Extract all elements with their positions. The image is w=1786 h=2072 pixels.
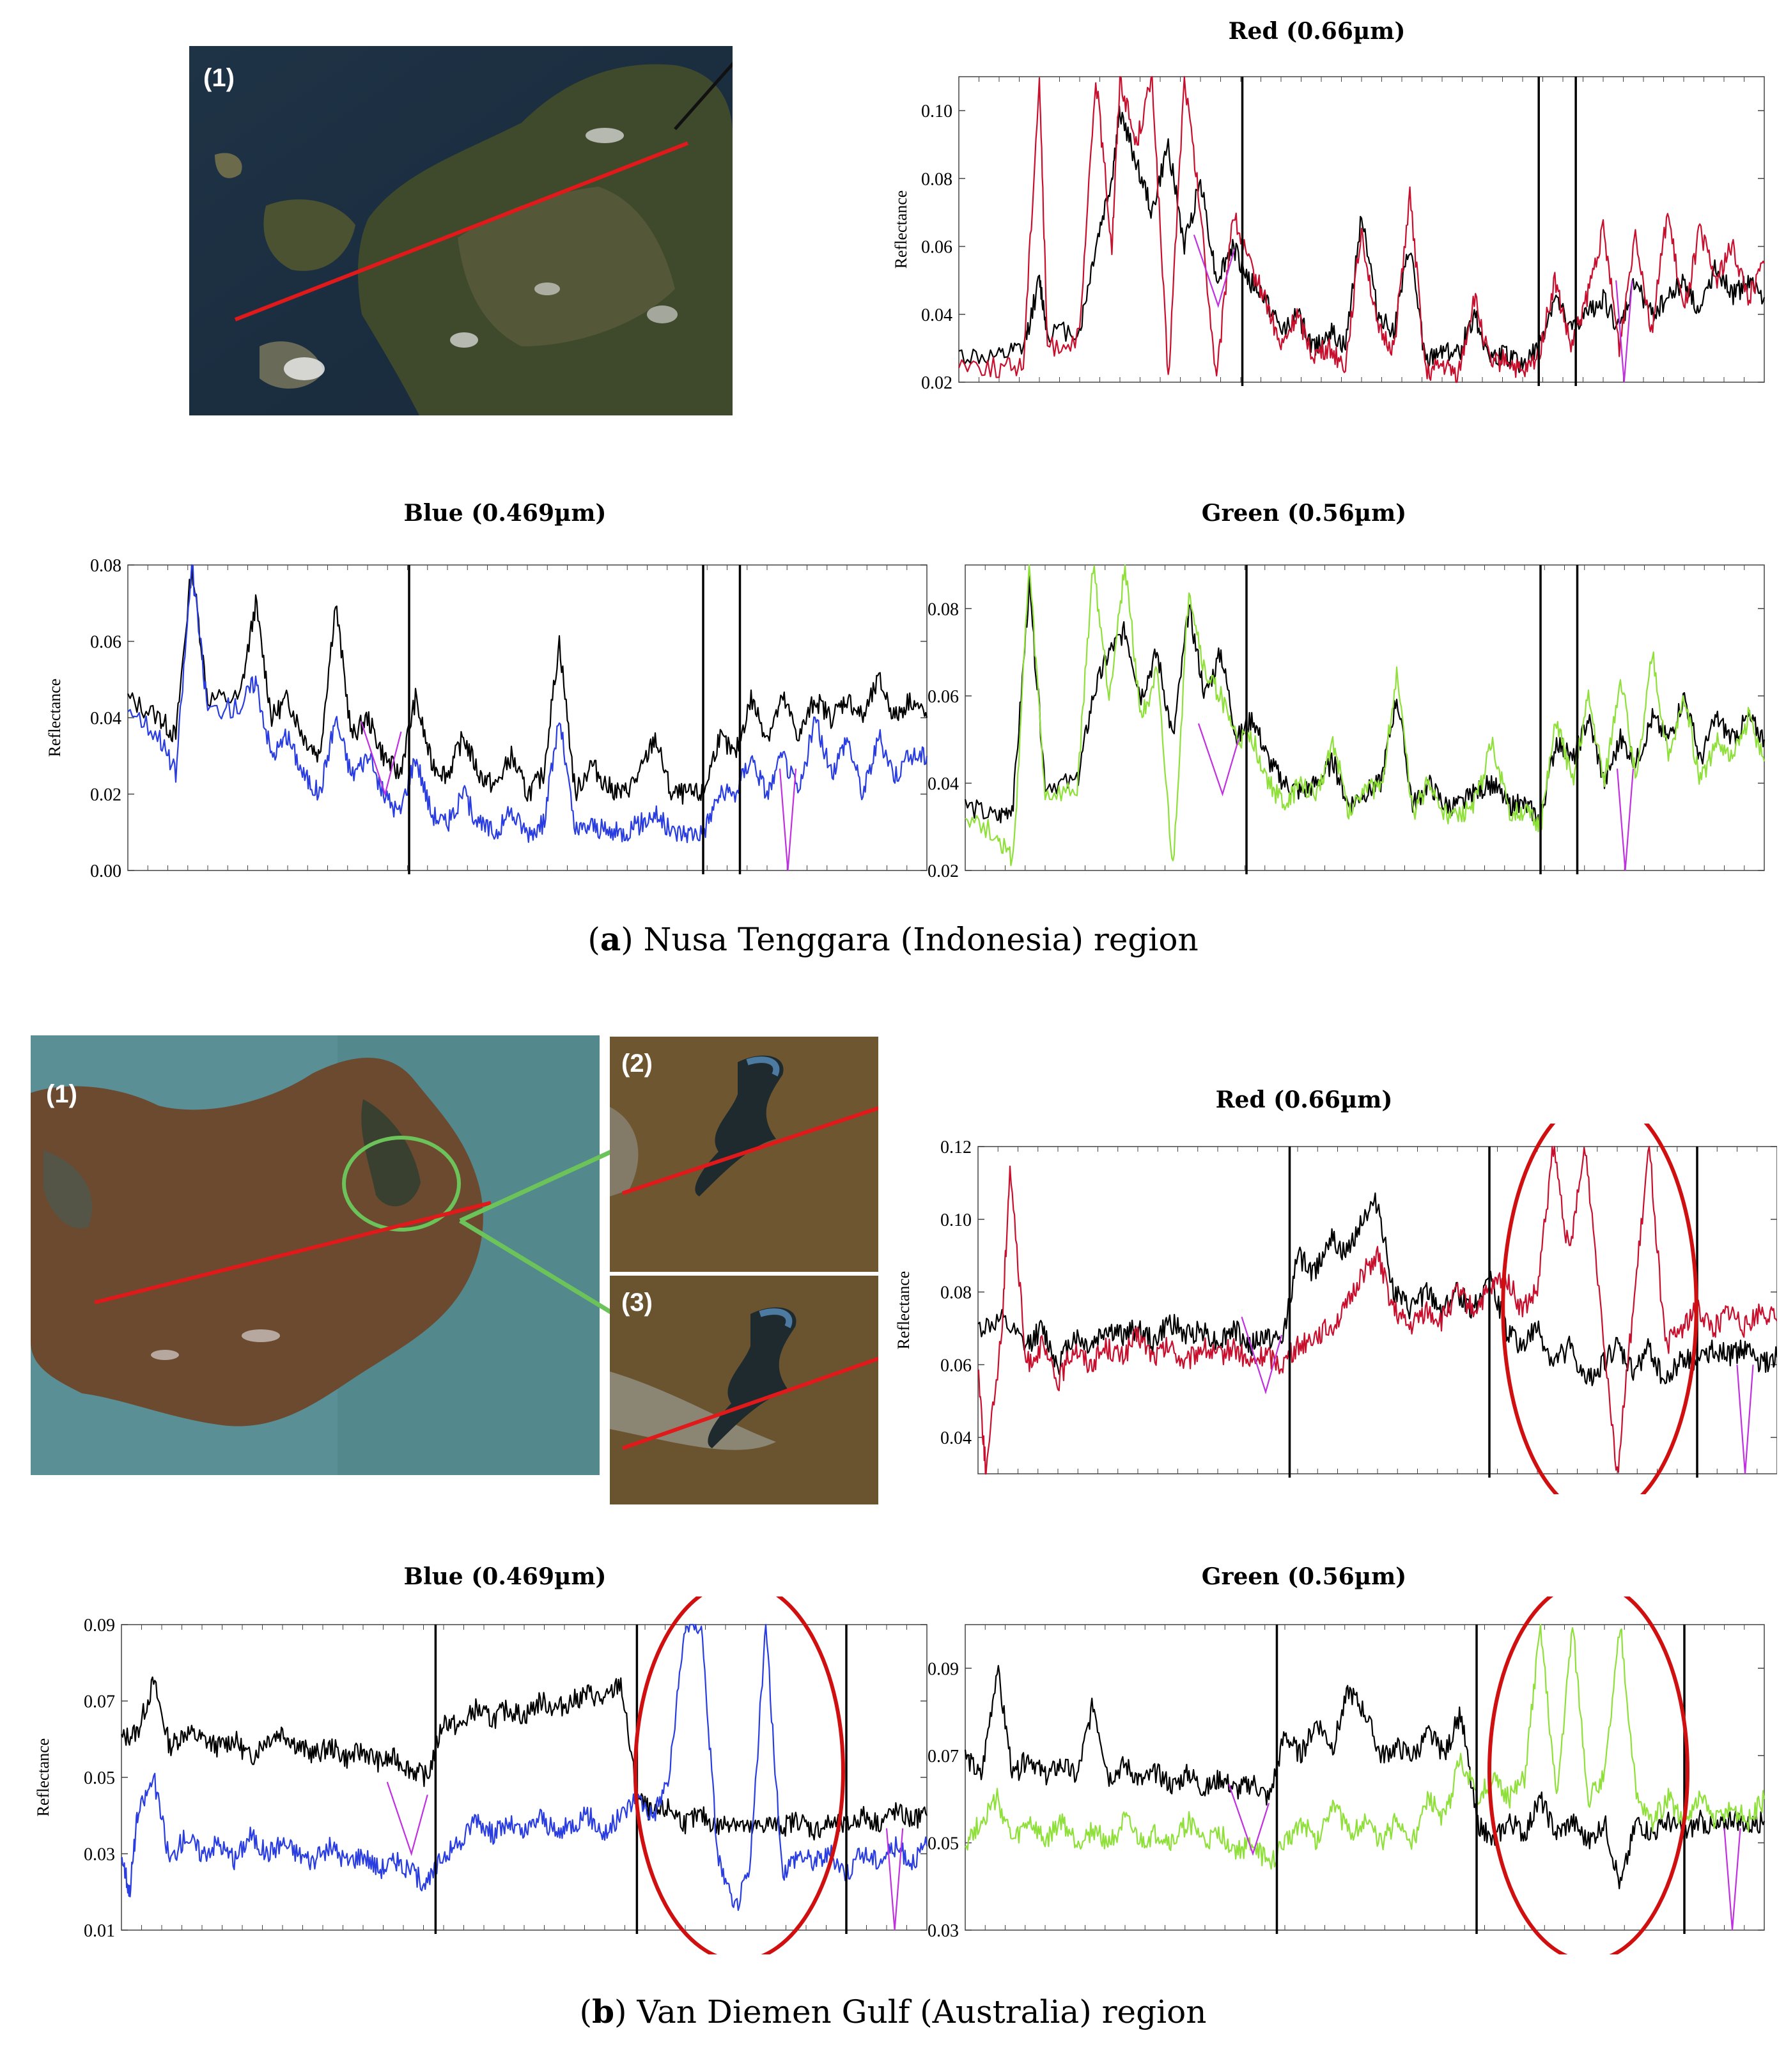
satellite-image-a1-graphic [189,45,750,415]
series-line-blue [127,564,928,844]
chart-a-red: 0.02 0.04 0.06 0.08 0.10 Reflectance [892,75,1766,393]
chart-b-red: 0.04 0.06 0.08 0.10 0.12 Reflectance [894,1124,1777,1494]
series-line-magenta [1736,1365,1754,1474]
y-tick-label: 0.05 [928,1834,959,1853]
y-tick-label: 0.09 [84,1616,115,1635]
chart-title: Blue (0.469µm) [403,500,607,527]
satellite-image-van-diemen: (1) [31,1035,600,1475]
y-tick-label: 0.01 [84,1921,115,1941]
series-line-black [127,564,928,805]
y-tick-label: 0.00 [90,862,121,881]
series-line-magenta [1197,723,1239,797]
y-tick-label: 0.03 [928,1921,959,1941]
satellite-image-nusa-tenggara: (1) [189,45,750,415]
caption-a: (a) Nusa Tenggara (Indonesia) region [587,920,1199,958]
y-tick-label: 0.03 [84,1845,115,1865]
y-tick-label: 0.12 [940,1138,972,1157]
series-line-blue [120,1623,928,1911]
series-line-black [964,575,1766,824]
y-axis-label: Reflectance [34,1738,52,1817]
y-tick-label: 0.10 [940,1210,972,1230]
y-tick-label: 0.06 [921,238,952,258]
series-line-magenta [779,768,797,871]
satellite-image-b3-graphic [610,1276,879,1504]
series-line-magenta [1193,235,1235,309]
series-line-black [958,105,1766,373]
chart-title: Blue (0.469µm) [403,1563,607,1590]
chart-title: Green (0.56µm) [1201,1563,1407,1590]
y-tick-label: 0.08 [940,1283,972,1303]
series-line-magenta [1616,768,1635,871]
y-tick-label: 0.06 [940,1356,972,1375]
series-line-green [965,1623,1766,1870]
highlight-ring [1487,1597,1689,1954]
plot-frame [977,1146,1777,1474]
plot-frame [965,1624,1765,1931]
y-tick-label: 0.08 [921,169,952,189]
y-tick-label: 0.06 [928,687,959,707]
series-line-magenta [1241,1317,1283,1395]
series-line-green [965,564,1766,867]
chart-a-green: 0.02 0.04 0.06 0.08 [928,564,1766,881]
series-line-black [120,1676,928,1841]
chart-title: Red (0.66µm) [1228,18,1406,45]
satellite-inset-3: (3) [610,1276,879,1504]
y-tick-label: 0.02 [928,862,959,881]
image-label: (2) [621,1049,653,1078]
series-line-black [977,1192,1777,1386]
y-tick-label: 0.02 [921,373,952,393]
chart-title: Green (0.56µm) [1201,500,1407,527]
image-label: (1) [46,1080,77,1108]
y-tick-label: 0.08 [90,556,121,576]
y-tick-label: 0.02 [90,785,121,805]
highlight-ring [1501,1124,1698,1494]
image-label: (1) [203,64,235,92]
y-axis-label: Reflectance [894,1271,913,1350]
y-axis-label: Reflectance [892,190,910,269]
caption-b: (b) Van Diemen Gulf (Australia) region [579,1993,1207,2030]
plot-frame [121,1624,928,1931]
satellite-image-b1-graphic [31,1035,600,1475]
satellite-image-b2-graphic [610,1037,879,1272]
series-line-magenta [386,1781,428,1857]
y-tick-label: 0.04 [921,305,952,325]
y-tick-label: 0.06 [90,633,121,653]
y-tick-label: 0.07 [84,1692,115,1712]
chart-b-green: 0.03 0.05 0.07 0.09 [928,1597,1766,1954]
satellite-inset-2: (2) [610,1037,879,1272]
series-line-magenta [360,721,402,797]
y-tick-label: 0.04 [928,774,959,794]
series-line-red [977,1145,1777,1475]
chart-a-blue: 0.00 0.02 0.04 0.06 0.08 Reflectance [45,556,928,881]
y-axis-label: Reflectance [45,679,64,757]
y-tick-label: 0.07 [928,1747,959,1767]
chart-title: Red (0.66µm) [1215,1086,1393,1113]
y-tick-label: 0.04 [90,709,121,729]
series-line-red [958,75,1765,383]
series-line-magenta [1723,1828,1741,1931]
chart-b-blue: 0.01 0.03 0.05 0.07 0.09 Reflectance [34,1597,928,1954]
series-line-magenta [885,1828,904,1931]
series-line-magenta [1615,280,1633,383]
y-tick-label: 0.05 [84,1768,115,1788]
image-label: (3) [621,1288,653,1317]
series-line-magenta [1228,1784,1270,1857]
y-tick-label: 0.04 [940,1428,972,1448]
series-line-black [964,1665,1766,1890]
y-tick-label: 0.08 [928,599,959,619]
y-tick-label: 0.09 [928,1659,959,1679]
highlight-ring [633,1597,845,1954]
y-tick-label: 0.10 [921,102,952,121]
